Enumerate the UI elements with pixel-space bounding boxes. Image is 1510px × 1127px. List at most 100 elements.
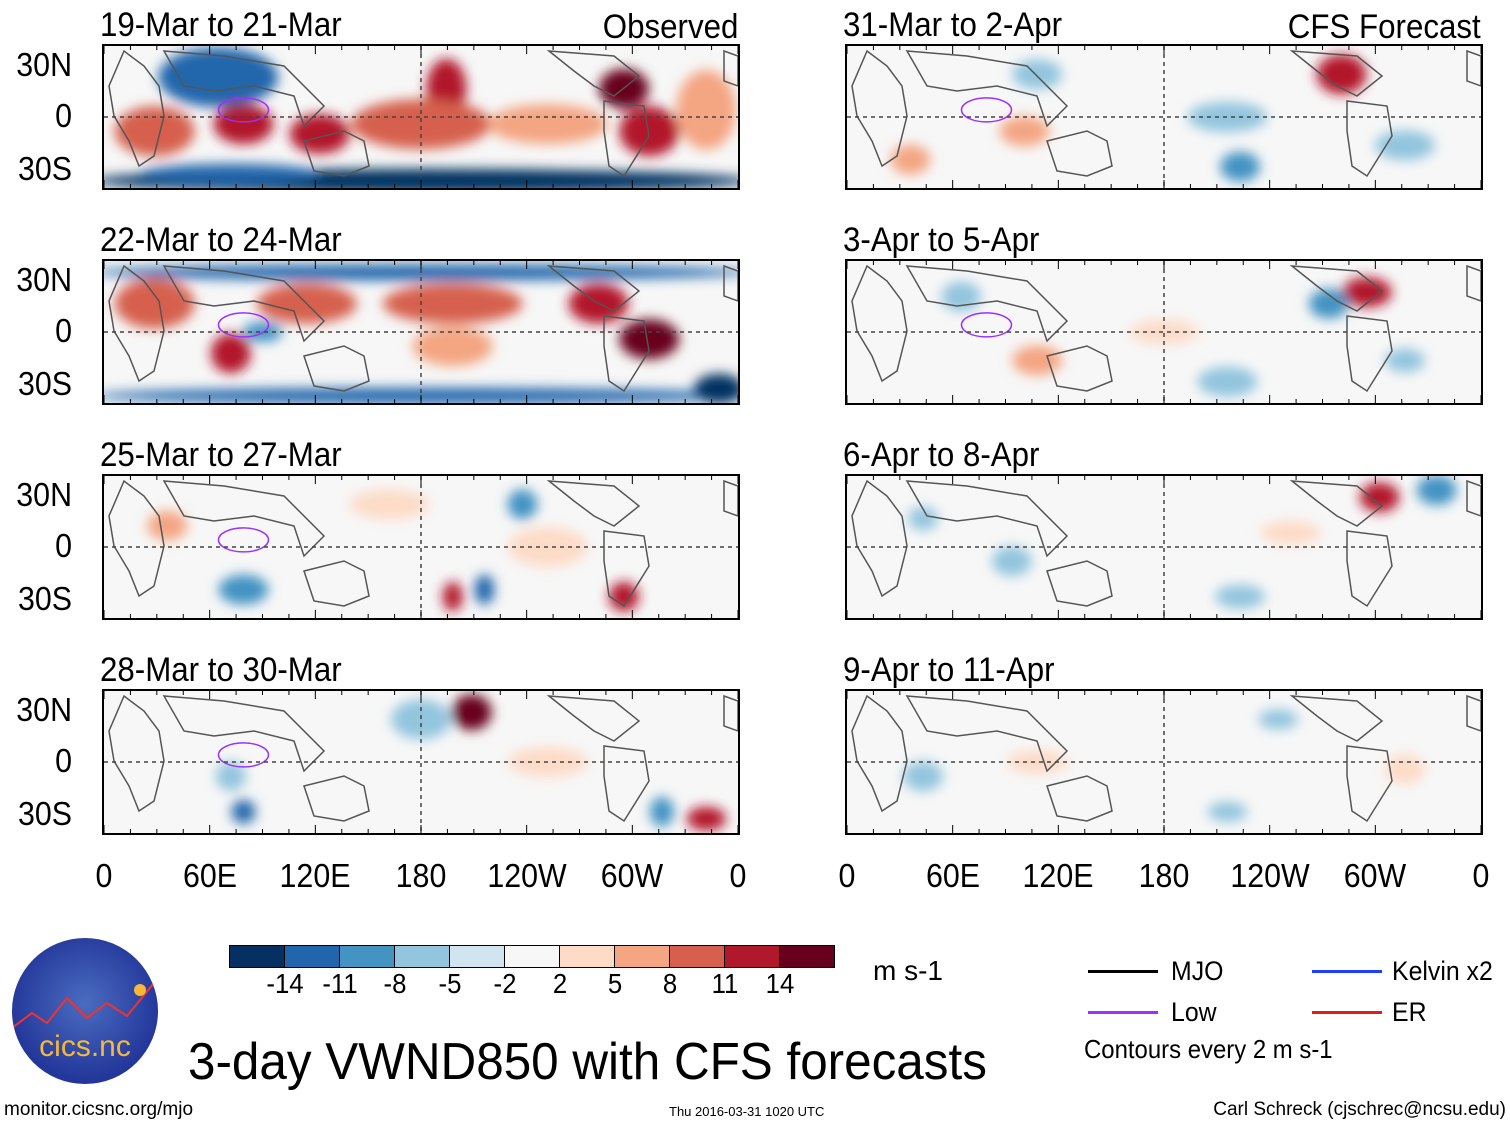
colorbar-swatch: [285, 946, 340, 967]
anomaly-region: [218, 574, 269, 605]
panel-date-range: 31-Mar to 2-Apr: [843, 6, 1063, 44]
coastline: [1289, 265, 1384, 312]
contour-note: Contours every 2 m s-1: [1084, 1034, 1333, 1064]
legend-mjo: MJO: [1171, 956, 1224, 986]
colorbar: [229, 945, 835, 968]
low-contour: [217, 527, 270, 553]
low-contour: [217, 97, 270, 123]
colorbar-units: m s-1: [873, 955, 943, 986]
coastline: [546, 480, 641, 527]
anomaly-region: [213, 104, 274, 145]
footer-credit: Carl Schreck (cjschrec@ncsu.edu): [1213, 1099, 1506, 1120]
x-tick-label: 180: [395, 857, 447, 894]
map-panel: [845, 259, 1483, 405]
anomaly-region: [1384, 754, 1425, 785]
legend-low: Low: [1171, 997, 1217, 1027]
anomaly-region: [991, 546, 1032, 577]
colorbar-tick-label: 8: [662, 968, 678, 999]
coastline: [108, 264, 165, 383]
anomaly-region: [114, 278, 195, 329]
map-panel: [845, 689, 1483, 835]
anomaly-region: [451, 694, 492, 731]
coastline: [905, 50, 1069, 128]
y-tick-label: 30N: [16, 690, 73, 728]
anomaly-region: [686, 806, 727, 831]
map-panel: [845, 474, 1483, 620]
panel-date-range: 22-Mar to 24-Mar: [100, 221, 342, 259]
x-tick-label: 120E: [279, 857, 351, 894]
anomaly-region: [608, 581, 639, 612]
map-panel: [91, 259, 751, 405]
coastline: [603, 315, 650, 393]
legend-kelvin: Kelvin x2: [1392, 956, 1493, 986]
coastline: [851, 49, 908, 168]
coastline: [1346, 745, 1393, 823]
coastline: [162, 50, 326, 128]
logo-mountains-icon: [12, 977, 158, 1029]
coastline: [603, 100, 650, 178]
footer-url[interactable]: monitor.cicsnc.org/mjo: [4, 1099, 194, 1120]
map-panel: [845, 44, 1483, 190]
colorbar-swatch: [615, 946, 670, 967]
coastline: [303, 345, 370, 392]
anomaly-region: [1012, 59, 1063, 90]
panel-date-range: 25-Mar to 27-Mar: [100, 436, 342, 474]
anomaly-region: [1416, 475, 1457, 506]
colorbar-tick-label: -11: [322, 968, 358, 999]
coastline: [603, 530, 650, 608]
coastline: [905, 265, 1069, 343]
anomaly-region: [1197, 366, 1258, 397]
y-tick-label: 0: [55, 97, 72, 134]
anomaly-region: [1007, 750, 1068, 774]
y-tick-label: 30N: [16, 475, 73, 513]
coastline: [1466, 264, 1482, 303]
anomaly-region: [382, 283, 523, 324]
anomaly-region: [1260, 520, 1321, 545]
anomaly-region: [114, 106, 195, 157]
legend-er-line: [1312, 1011, 1382, 1014]
coastline: [1046, 560, 1113, 607]
colorbar-tick-label: 14: [765, 968, 795, 999]
anomaly-region: [1220, 151, 1261, 182]
coastline: [603, 745, 650, 823]
x-tick-label: 60E: [182, 857, 237, 894]
x-tick-label: 120W: [1229, 857, 1310, 894]
coastline: [1289, 695, 1384, 742]
anomaly-region: [158, 47, 279, 108]
anomaly-region: [903, 761, 944, 792]
coastline: [851, 264, 908, 383]
coastline: [1046, 130, 1113, 177]
anomaly-region: [442, 581, 463, 612]
coastline: [108, 694, 165, 813]
y-tick-label: 30S: [17, 794, 72, 832]
anomaly-region: [1187, 102, 1268, 132]
y-tick-label: 30S: [17, 579, 72, 617]
anomaly-region: [1341, 277, 1392, 308]
coastline: [546, 265, 641, 312]
x-tick-label: 60W: [601, 857, 664, 894]
x-tick-label: 60E: [925, 857, 980, 894]
x-tick-label: 0: [838, 857, 856, 894]
coastline: [1046, 775, 1113, 822]
coastline: [108, 479, 165, 598]
anomaly-region: [215, 761, 246, 792]
anomaly-region: [1384, 348, 1425, 373]
coastline: [851, 479, 908, 598]
colorbar-tick-label: 11: [711, 968, 739, 999]
low-contour: [217, 742, 270, 768]
colorbar-swatch: [670, 946, 725, 967]
anomaly-region: [1308, 288, 1349, 319]
colorbar-swatch: [340, 946, 395, 967]
anomaly-region: [1012, 345, 1063, 376]
x-tick-label: 0: [95, 857, 113, 894]
coastline: [1346, 315, 1393, 393]
anomaly-region: [619, 319, 680, 360]
logo-text: cics.nc: [39, 1030, 131, 1063]
colorbar-swatch: [780, 946, 834, 967]
anomaly-region: [1359, 482, 1400, 513]
coastline: [905, 695, 1069, 773]
colorbar-tick-label: -2: [493, 968, 517, 999]
coastline: [1346, 100, 1393, 178]
colorbar-tick-label: -8: [383, 968, 407, 999]
anomaly-region: [1374, 130, 1435, 161]
